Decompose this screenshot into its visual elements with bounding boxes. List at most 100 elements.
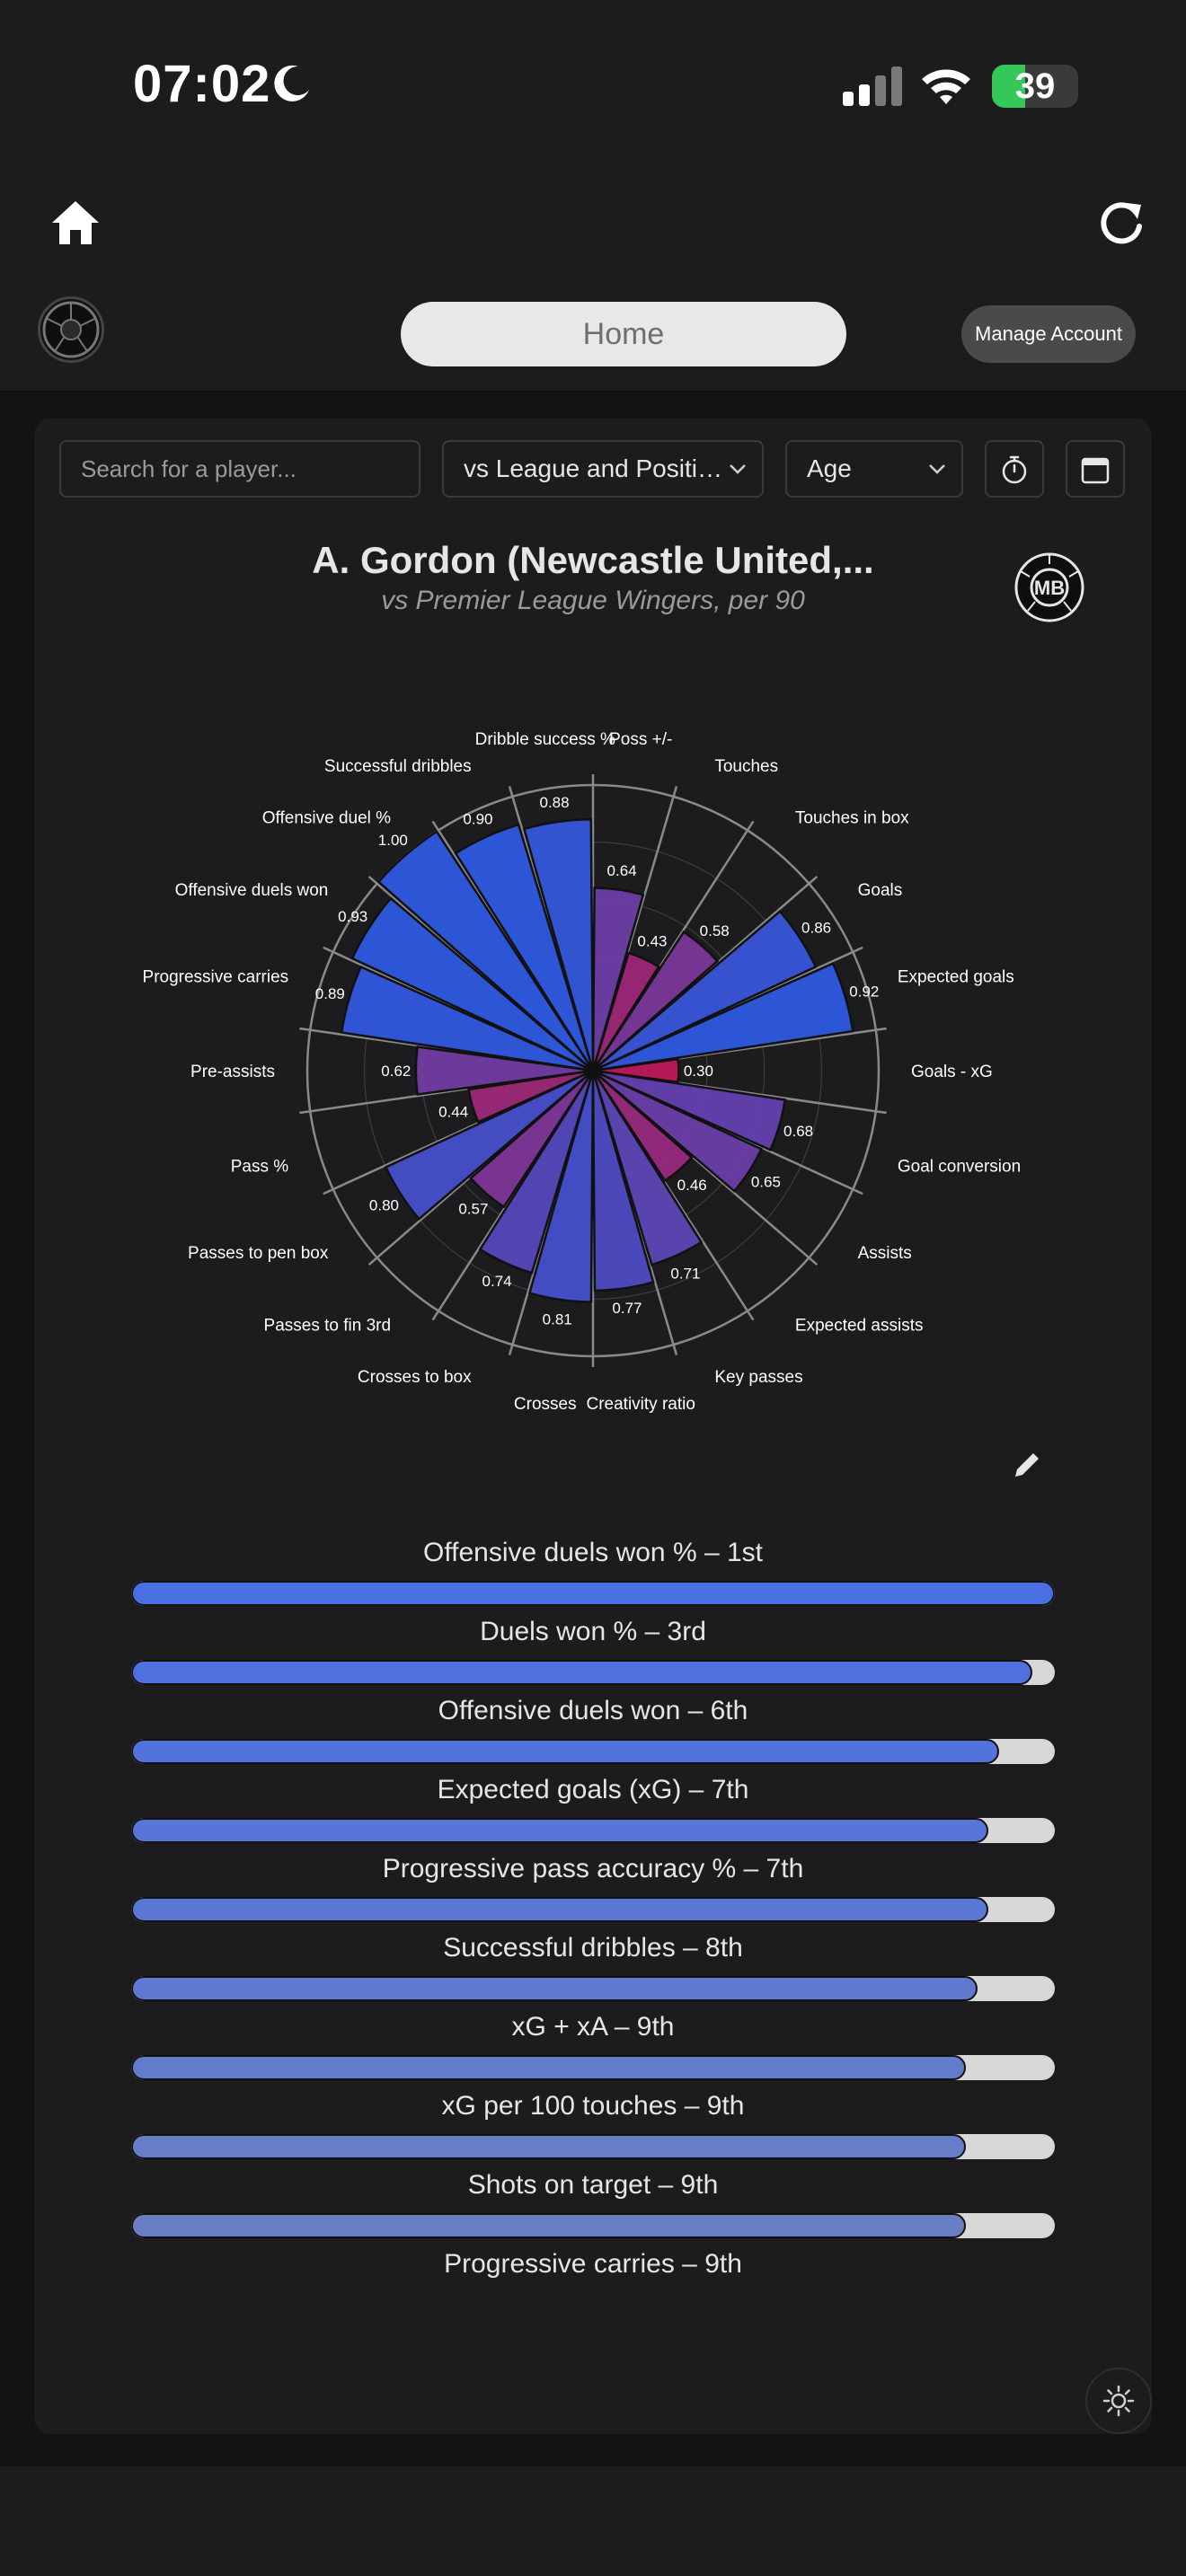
value-label: 0.74	[482, 1273, 512, 1290]
chart-bar-goal-conversion	[592, 1069, 787, 1151]
percentile-label: Progressive carries – 9th	[444, 2249, 742, 2279]
age-select[interactable]: Age	[785, 440, 963, 498]
value-label: 0.77	[612, 1300, 642, 1317]
logo-text: MB	[1034, 577, 1065, 599]
percentile-track	[131, 1976, 1055, 2001]
category-label: Passes to fin 3rd	[264, 1317, 392, 1336]
percentile-fill	[131, 1739, 1000, 1764]
value-label: 0.81	[543, 1311, 572, 1328]
chart-bar-pass-	[467, 1069, 594, 1124]
comparison-subtitle: vs Premier League Wingers, per 90	[381, 586, 805, 615]
value-label: 0.80	[369, 1196, 399, 1213]
value-label: 0.46	[677, 1177, 707, 1194]
chart-bar-creativity-ratio	[591, 1070, 655, 1292]
chart-bar-touches-in-box	[591, 930, 720, 1072]
comparison-select[interactable]: vs League and Positi…	[442, 440, 764, 498]
category-label: Creativity ratio	[587, 1395, 695, 1414]
percentile-label: Offensive duels won – 6th	[438, 1696, 748, 1725]
bottom-safe-area	[0, 2466, 1186, 2576]
stopwatch-icon	[1002, 455, 1027, 484]
player-panel	[34, 419, 1152, 2434]
category-label: Passes to pen box	[188, 1244, 329, 1263]
chevron-down-icon	[730, 464, 746, 474]
chart-bar-crosses-to-box	[478, 1070, 595, 1275]
category-label: Poss +/-	[609, 730, 672, 749]
value-label: 1.00	[378, 832, 408, 849]
percentile-track	[131, 1660, 1055, 1685]
chart-bar-offensive-duels-won	[350, 896, 594, 1072]
percentile-radar-chart: 0.64 0.43 0.58 0.86 0.92 0.30 0.68 0.65 0.46 0.71…	[143, 730, 1022, 1414]
percentile-fill	[131, 1660, 1033, 1685]
value-label: 0.93	[338, 908, 367, 925]
category-label: Goals - xG	[911, 1063, 993, 1081]
chart-bar-expected-goals	[592, 961, 854, 1072]
category-label: Pass %	[231, 1157, 289, 1176]
chart-bar-pre-assists	[414, 1045, 594, 1096]
percentile-row: Progressive carries – 9th	[131, 2249, 1055, 2328]
category-label: Goal conversion	[898, 1157, 1021, 1176]
value-label: 0.65	[751, 1174, 781, 1191]
chart-bar-poss-	[591, 887, 645, 1072]
moon-icon	[274, 65, 309, 101]
category-label: Expected goals	[898, 968, 1014, 987]
percentile-label: xG + xA – 9th	[511, 2012, 675, 2042]
percentile-track	[131, 1897, 1055, 1922]
percentile-row: Progressive pass accuracy % – 7th	[131, 1854, 1055, 1933]
value-label: 0.30	[684, 1063, 713, 1080]
category-label: Dribble success %	[475, 730, 615, 749]
percentile-fill	[131, 1581, 1055, 1606]
category-label: Pre-assists	[190, 1063, 275, 1081]
value-label: 0.44	[438, 1104, 468, 1121]
percentile-label: Expected goals (xG) – 7th	[437, 1775, 749, 1804]
category-label: Touches in box	[795, 808, 909, 827]
chart-bar-offensive-duel-	[376, 830, 595, 1072]
percentile-row: Expected goals (xG) – 7th	[131, 1775, 1055, 1854]
category-label: Goals	[858, 881, 903, 900]
percentile-track	[131, 2055, 1055, 2080]
percentile-row: xG per 100 touches – 9th	[131, 2091, 1055, 2170]
chart-bar-progressive-carries	[340, 965, 594, 1072]
percentile-label: Duels won % – 3rd	[480, 1617, 706, 1646]
percentile-label: xG per 100 touches – 9th	[441, 2091, 745, 2121]
category-label: Crosses	[514, 1395, 577, 1414]
chart-bar-goals	[592, 909, 818, 1072]
category-label: Expected assists	[795, 1317, 924, 1336]
chart-bar-crosses	[527, 1070, 595, 1303]
chart-center	[589, 1066, 597, 1075]
refresh-icon[interactable]	[1094, 198, 1146, 250]
value-label: 0.43	[637, 933, 667, 950]
player-search-input[interactable]	[59, 440, 420, 498]
percentile-fill	[131, 1976, 978, 2001]
chart-bar-passes-to-pen-box	[384, 1069, 594, 1221]
chevron-down-icon	[929, 464, 945, 474]
battery-percent: 39	[1014, 66, 1056, 106]
calendar-button[interactable]	[1066, 440, 1125, 498]
percentile-row: Offensive duels won % – 1st	[131, 1538, 1055, 1617]
value-label: 0.92	[849, 983, 879, 1000]
wifi-icon	[922, 69, 970, 104]
home-icon[interactable]	[49, 196, 102, 250]
calendar-icon	[1081, 457, 1110, 484]
value-label: 0.71	[670, 1265, 700, 1282]
manage-account-button[interactable]: Manage Account	[961, 305, 1136, 363]
value-label: 0.89	[315, 985, 345, 1002]
value-label: 0.62	[381, 1063, 411, 1080]
chart-bar-dribble-success-	[522, 817, 595, 1072]
percentile-fill	[131, 2055, 967, 2080]
status-bar: 07:02 39	[0, 0, 1186, 171]
percentile-track	[131, 1739, 1055, 1764]
chart-bar-key-passes	[591, 1070, 704, 1266]
battery-indicator: 39	[992, 65, 1078, 108]
value-label: 0.68	[783, 1123, 813, 1140]
avatar[interactable]	[38, 296, 104, 363]
category-label: Progressive carries	[143, 968, 289, 987]
home-tab-button[interactable]: Home	[401, 302, 846, 366]
category-label: Offensive duel %	[262, 808, 391, 827]
timer-button[interactable]	[985, 440, 1044, 498]
value-label: 0.90	[463, 811, 492, 828]
theme-toggle-button[interactable]	[1085, 2368, 1152, 2434]
percentile-track	[131, 2213, 1055, 2238]
percentile-row: Successful dribbles – 8th	[131, 1933, 1055, 2012]
pencil-icon[interactable]	[1010, 1448, 1044, 1482]
percentile-track	[131, 1818, 1055, 1843]
